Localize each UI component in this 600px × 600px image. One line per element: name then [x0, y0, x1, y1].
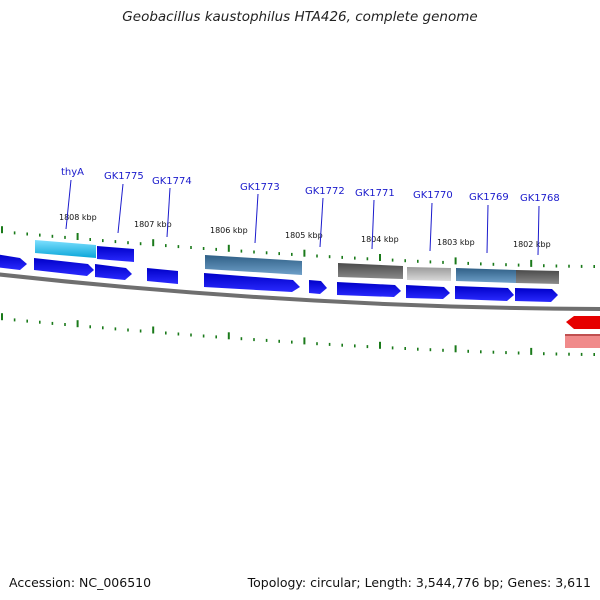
cds-arrow-GK1770[interactable] — [406, 285, 450, 299]
accession-label: Accession: NC_006510 — [9, 575, 152, 590]
gene-label-GK1768[interactable]: GK1768 — [520, 193, 560, 204]
scale-ticks-top — [1, 226, 596, 268]
topology-label: Topology: circular; Length: 3,544,776 bp… — [247, 575, 591, 590]
map-title: Geobacillus kaustophilus HTA426, complet… — [122, 9, 478, 25]
cds-row-forward — [0, 254, 558, 302]
gene-label-GK1775[interactable]: GK1775 — [104, 171, 144, 182]
cds-arrow-GK1768[interactable] — [515, 288, 558, 302]
cds-arrow-reverse[interactable] — [566, 316, 600, 329]
feature-bar-GK1771[interactable] — [338, 263, 403, 279]
kbp-label: 1803 kbp — [437, 238, 475, 247]
cds-arrow-GK1774[interactable] — [147, 268, 178, 284]
scale-ticks-bottom — [1, 313, 596, 356]
feature-row-upper — [35, 240, 559, 284]
kbp-label: 1808 kbp — [59, 213, 97, 222]
kbp-label: 1806 kbp — [210, 226, 248, 235]
genome-backbone — [0, 272, 600, 311]
cds-arrow-GK1775[interactable] — [95, 264, 132, 280]
gene-label-GK1773[interactable]: GK1773 — [240, 182, 280, 193]
gene-label-GK1772[interactable]: GK1772 — [305, 186, 345, 197]
cds-arrow-GK1771[interactable] — [337, 282, 401, 297]
gene-label-GK1769[interactable]: GK1769 — [469, 192, 509, 203]
feature-bar-thyA[interactable] — [35, 240, 96, 258]
feature-bar-GK1769[interactable] — [456, 268, 516, 283]
feature-bar-GK1768[interactable] — [516, 270, 559, 284]
gene-label-GK1774[interactable]: GK1774 — [152, 176, 192, 187]
feature-bar-GK1773[interactable] — [205, 255, 302, 275]
kbp-label: 1805 kbp — [285, 231, 323, 240]
cds-arrow-GK1769[interactable] — [455, 286, 514, 301]
feature-bar-GK1775[interactable] — [97, 246, 134, 262]
cds-arrow-GK1772[interactable] — [309, 280, 327, 294]
kbp-label: 1804 kbp — [361, 235, 399, 244]
kbp-label: 1807 kbp — [134, 220, 172, 229]
gene-label-GK1771[interactable]: GK1771 — [355, 188, 395, 199]
kbp-label: 1802 kbp — [513, 240, 551, 249]
gene-leader-lines — [65, 179, 540, 256]
cds-arrow-GK1773[interactable] — [204, 273, 300, 292]
gene-label-GK1770[interactable]: GK1770 — [413, 190, 453, 201]
feature-bar-GK1770[interactable] — [407, 267, 451, 281]
feature-bar-reverse[interactable] — [565, 334, 600, 348]
cds-arrow-thyA[interactable] — [34, 258, 94, 276]
cds-arrow[interactable] — [0, 254, 27, 270]
gene-label-thyA[interactable]: thyA — [61, 167, 84, 178]
